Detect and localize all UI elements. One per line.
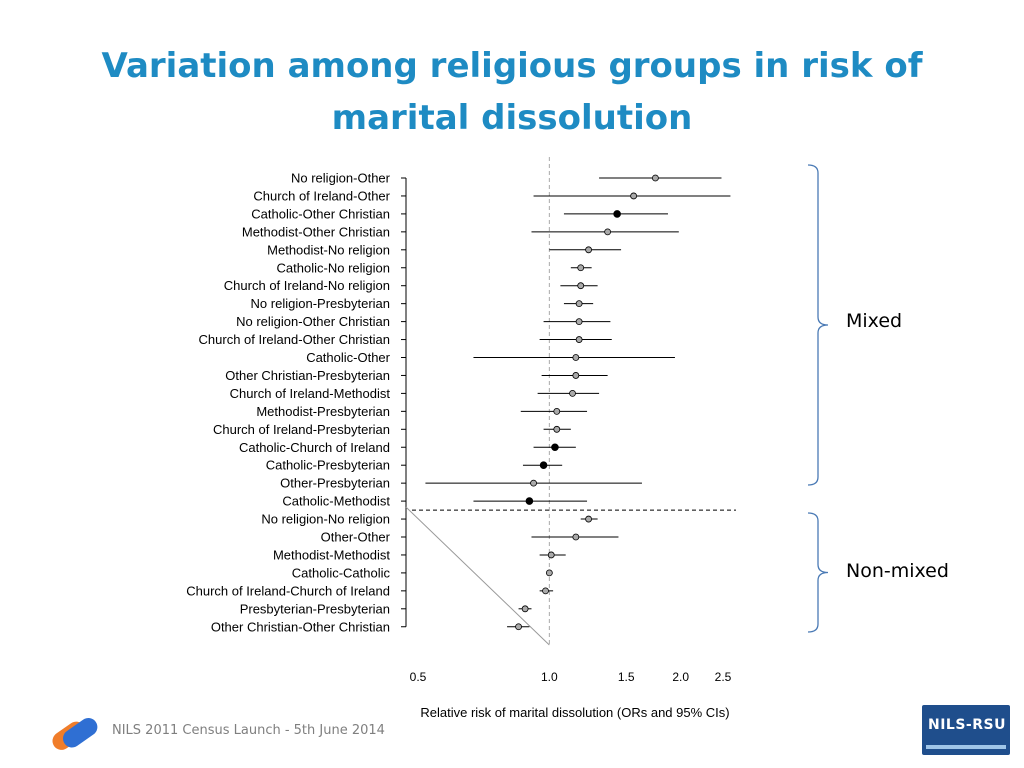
- nils-rsu-logo-text: NILS-RSU: [928, 717, 1006, 733]
- category-label: Methodist-Presbyterian: [256, 404, 390, 419]
- estimate-point: [515, 623, 522, 631]
- x-tick-label: 2.5: [715, 670, 732, 684]
- estimate-point: [585, 515, 592, 523]
- estimate-point: [551, 443, 559, 452]
- x-tick-label: 0.5: [410, 670, 427, 684]
- estimate-point: [575, 336, 583, 343]
- estimate-point: [530, 479, 537, 487]
- category-label: Other-Other: [321, 530, 391, 545]
- category-label: No religion-Other: [291, 171, 391, 186]
- connector-line: [405, 506, 550, 646]
- x-tick-label: 1.0: [541, 670, 558, 684]
- category-label: Church of Ireland-Other: [253, 188, 390, 203]
- estimate-point: [539, 461, 548, 470]
- category-label: Church of Ireland-Presbyterian: [213, 422, 390, 437]
- category-label: Presbyterian-Presbyterian: [240, 601, 390, 616]
- estimate-point: [613, 210, 621, 218]
- brace-mixed: [807, 164, 829, 486]
- logo-blue-shape: [62, 718, 98, 748]
- x-tick-label: 2.0: [672, 670, 689, 684]
- estimate-point: [604, 228, 612, 236]
- estimate-point: [542, 587, 549, 595]
- estimate-point: [572, 372, 580, 379]
- category-label: Catholic-Methodist: [282, 494, 390, 509]
- category-label: No religion-No religion: [261, 512, 390, 527]
- estimate-point: [652, 174, 659, 182]
- category-label: Methodist-No religion: [267, 242, 390, 257]
- category-label: No religion-Presbyterian: [251, 296, 390, 311]
- slide-title: Variation among religious groups in risk…: [101, 46, 923, 138]
- category-label: Catholic-Other Christian: [251, 206, 390, 221]
- brace-nonmixed: [807, 512, 829, 633]
- category-label: Catholic-No religion: [277, 260, 390, 275]
- category-label: No religion-Other Christian: [236, 314, 390, 329]
- group-label-mixed: Mixed: [846, 310, 903, 332]
- category-label: Methodist-Methodist: [273, 547, 390, 562]
- estimate-point: [525, 497, 534, 505]
- estimate-point: [569, 389, 576, 397]
- estimate-point: [585, 246, 592, 254]
- category-label: Church of Ireland-Methodist: [230, 386, 391, 401]
- category-label: Catholic-Catholic: [292, 565, 391, 580]
- estimate-point: [521, 605, 529, 613]
- group-label-nonmixed: Non-mixed: [846, 560, 949, 582]
- category-label: Other-Presbyterian: [280, 476, 390, 491]
- x-tick-label: 1.5: [618, 670, 635, 684]
- nils-census-logo: [52, 718, 98, 750]
- estimate-point: [575, 300, 583, 308]
- estimate-point: [577, 264, 585, 272]
- category-label: Methodist-Other Christian: [242, 224, 390, 239]
- estimate-point: [575, 318, 583, 326]
- plot-layer: No religion-Other Church of Ireland-Other…: [186, 157, 736, 720]
- category-label: Church of Ireland-No religion: [224, 278, 390, 293]
- estimate-point: [553, 407, 561, 415]
- group-braces: [807, 164, 829, 633]
- x-axis-label: Relative risk of marital dissolution (OR…: [420, 705, 729, 720]
- logo-bar: [926, 745, 1006, 749]
- estimate-point: [572, 533, 580, 541]
- estimate-point: [545, 569, 553, 577]
- category-label: Catholic-Other: [306, 350, 390, 365]
- estimate-point: [553, 425, 561, 433]
- category-label: Church of Ireland-Church of Ireland: [186, 583, 390, 598]
- estimate-point: [630, 192, 638, 200]
- category-label: Catholic-Church of Ireland: [239, 440, 390, 455]
- estimate-point: [577, 282, 585, 290]
- category-label: Other Christian-Presbyterian: [225, 368, 390, 383]
- footer-text: NILS 2011 Census Launch - 5th June 2014: [112, 723, 385, 738]
- estimate-point: [547, 551, 555, 559]
- category-label: Other Christian-Other Christian: [211, 619, 390, 634]
- estimate-point: [572, 354, 580, 361]
- nils-rsu-logo: NILS-RSU: [922, 705, 1010, 755]
- category-label: Church of Ireland-Other Christian: [199, 332, 390, 347]
- category-label: Catholic-Presbyterian: [266, 458, 390, 473]
